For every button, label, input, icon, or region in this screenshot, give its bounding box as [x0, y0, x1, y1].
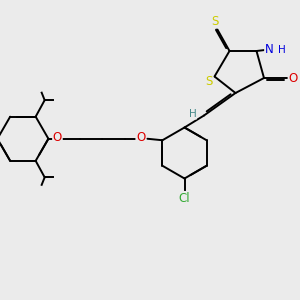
- Text: S: S: [206, 75, 213, 88]
- Text: O: O: [289, 71, 298, 85]
- Text: H: H: [189, 109, 196, 119]
- Text: H: H: [278, 45, 286, 56]
- Text: O: O: [136, 131, 146, 144]
- Text: Cl: Cl: [179, 191, 190, 205]
- Text: S: S: [211, 15, 218, 28]
- Text: O: O: [53, 131, 62, 144]
- Text: N: N: [265, 43, 274, 56]
